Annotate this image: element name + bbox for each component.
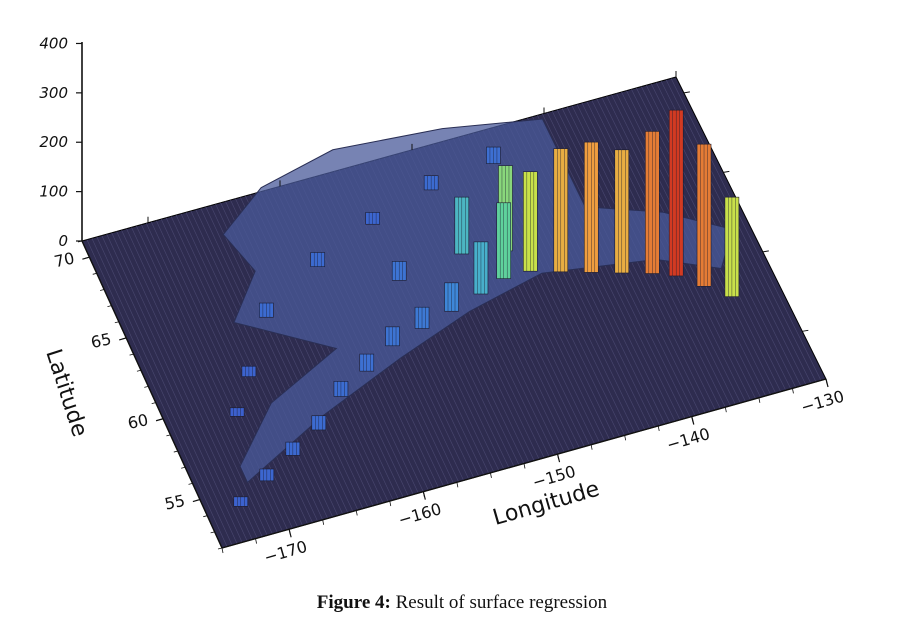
lat-minor-tick (203, 515, 208, 518)
lon-tick-label: −130 (799, 387, 846, 417)
plane-grid-line (121, 229, 263, 537)
z-tick-label: 300 (39, 84, 68, 102)
plane-grid-line (116, 231, 258, 539)
lat-axis-ticks: 55 60 65 70 (52, 240, 223, 550)
plane-grid-line (665, 79, 817, 382)
lon-minor-tick (724, 407, 727, 413)
lat-minor-tick (92, 272, 97, 275)
z-tick-label: 0 (58, 232, 68, 250)
caption-text: Result of surface regression (395, 592, 608, 613)
lon-minor-tick (389, 500, 392, 507)
lat-minor-tick (129, 353, 134, 356)
lon-minor-tick (255, 538, 257, 544)
lat-minor-tick (100, 289, 105, 291)
z-axis-ticks: 0 100 200 300 400 (39, 34, 82, 250)
lat-tick-label: 70 (52, 248, 76, 271)
plane-grid-line (96, 236, 238, 544)
lat-minor-tick (195, 499, 200, 501)
lon-minor-tick (490, 472, 492, 478)
figure-caption: Figure 4: Result of surface regression (0, 592, 924, 614)
lat-minor-tick (210, 531, 215, 534)
lat-axis-title: Latitude (40, 346, 92, 440)
plane-grid-line (670, 78, 822, 381)
right-tick-mark (723, 170, 730, 173)
lon-minor-tick (590, 444, 593, 450)
plane-grid-line (200, 208, 344, 515)
lat-tick-label: 60 (126, 410, 150, 433)
plane-grid-line (160, 219, 303, 526)
lon-minor-tick (691, 416, 694, 422)
lat-axis-line (81, 240, 223, 549)
plane-grid-line (131, 227, 273, 535)
lon-tick-label: −160 (396, 499, 443, 529)
lon-minor-tick (624, 435, 627, 441)
caption-label: Figure 4: (316, 592, 391, 613)
lon-minor-tick (288, 529, 291, 535)
lon-minor-tick (657, 425, 660, 432)
lon-minor-tick (422, 491, 425, 497)
plane-grid-line (185, 212, 328, 519)
lat-tick-label: 55 (163, 491, 187, 514)
lon-tick-label: −170 (262, 537, 309, 567)
plane-grid-line (215, 203, 359, 511)
z-tick-label: 100 (39, 183, 68, 201)
lat-minor-tick (107, 305, 112, 308)
lat-minor-tick (151, 402, 156, 404)
lat-minor-tick (77, 240, 83, 243)
lon-minor-tick (825, 378, 828, 385)
plane-grid-line (106, 234, 248, 542)
data-columns (229, 109, 740, 507)
land-mass (222, 118, 733, 484)
plane-grid-line (91, 238, 233, 546)
lon-minor-tick (523, 463, 526, 469)
plane-grid-line (86, 239, 228, 547)
plane-grid-line (165, 217, 308, 525)
plane-grid-line (205, 206, 349, 513)
right-tick-mark (762, 250, 769, 253)
lon-minor-tick (355, 510, 358, 516)
lon-minor-tick (456, 482, 459, 488)
plane-grid-line (111, 232, 253, 540)
lat-minor-tick (85, 256, 90, 259)
lat-minor-tick (114, 321, 119, 324)
plane-grid-line (126, 228, 268, 536)
lat-minor-tick (217, 547, 223, 550)
lat-minor-tick (122, 337, 127, 340)
lon-minor-tick (758, 397, 761, 403)
lat-minor-tick (144, 386, 149, 388)
lat-minor-tick (158, 418, 164, 421)
z-tick-label: 200 (39, 133, 68, 151)
z-tick-label: 400 (39, 34, 68, 52)
lat-minor-tick (181, 466, 186, 469)
lon-minor-tick (557, 454, 559, 460)
lat-tick-label: 65 (89, 329, 113, 352)
land-mass-shape (222, 118, 733, 484)
plane-grid-line (210, 205, 354, 512)
lat-minor-tick (136, 369, 142, 372)
plane-grid-line (190, 210, 334, 518)
lon-minor-tick (792, 388, 794, 394)
plane-grid-line (195, 209, 339, 516)
lon-minor-tick (221, 547, 224, 554)
plane-grid-line (101, 235, 243, 543)
back-edge-ticks (147, 71, 809, 332)
plane-grid-line (136, 225, 278, 533)
lat-minor-tick (188, 482, 193, 485)
right-tick-mark (683, 91, 690, 94)
right-tick-mark (802, 329, 809, 332)
lon-tick-label: −140 (665, 424, 712, 454)
lat-minor-tick (166, 434, 171, 437)
lat-minor-tick (173, 450, 178, 453)
lon-minor-tick (322, 519, 325, 525)
plane-grid-line (141, 224, 283, 532)
